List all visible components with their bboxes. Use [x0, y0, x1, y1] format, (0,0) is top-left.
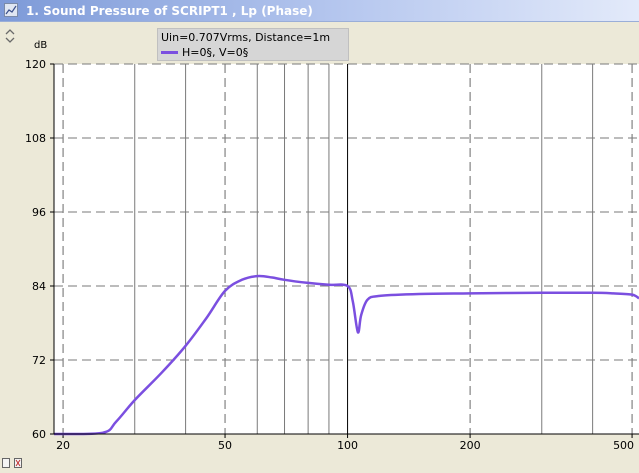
- graph-settings-icon[interactable]: [2, 458, 10, 468]
- legend-series-name: H=0§, V=0§: [182, 46, 249, 59]
- chart-grid: [54, 63, 639, 434]
- legend-swatch: [161, 50, 178, 54]
- y-tick-label: 108: [25, 132, 46, 145]
- scroll-up-down-icon[interactable]: [4, 27, 16, 45]
- y-tick-label: 96: [32, 206, 46, 219]
- x-tick-label: 20: [56, 439, 70, 452]
- window-titlebar: 1. Sound Pressure of SCRIPT1 , Lp (Phase…: [0, 0, 639, 22]
- chart-series: [53, 274, 639, 436]
- plot-area: [54, 64, 639, 434]
- y-tick-label: 72: [32, 354, 46, 367]
- window-title: 1. Sound Pressure of SCRIPT1 , Lp (Phase…: [26, 4, 313, 18]
- y-axis-unit: dB: [34, 40, 48, 51]
- y-axis: 60 72 84 96 108 120: [25, 58, 54, 441]
- y-tick-label: 60: [32, 428, 46, 441]
- x-tick-label: 50: [218, 439, 232, 452]
- chart-window-icon: [4, 3, 18, 17]
- y-tick-label: 84: [32, 280, 46, 293]
- legend-entry: H=0§, V=0§: [161, 46, 248, 59]
- x-tick-label: 500: [613, 439, 634, 452]
- series-line: [53, 274, 639, 436]
- x-axis: 20 50 100 200 500: [56, 434, 634, 452]
- chart-legend: Uin=0.707Vrms, Distance=1m H=0§, V=0§: [157, 28, 349, 61]
- legend-header: Uin=0.707Vrms, Distance=1m: [161, 31, 331, 44]
- close-graph-icon[interactable]: [14, 458, 22, 468]
- x-tick-label: 100: [337, 439, 358, 452]
- x-tick-label: 200: [460, 439, 481, 452]
- y-tick-label: 120: [25, 58, 46, 71]
